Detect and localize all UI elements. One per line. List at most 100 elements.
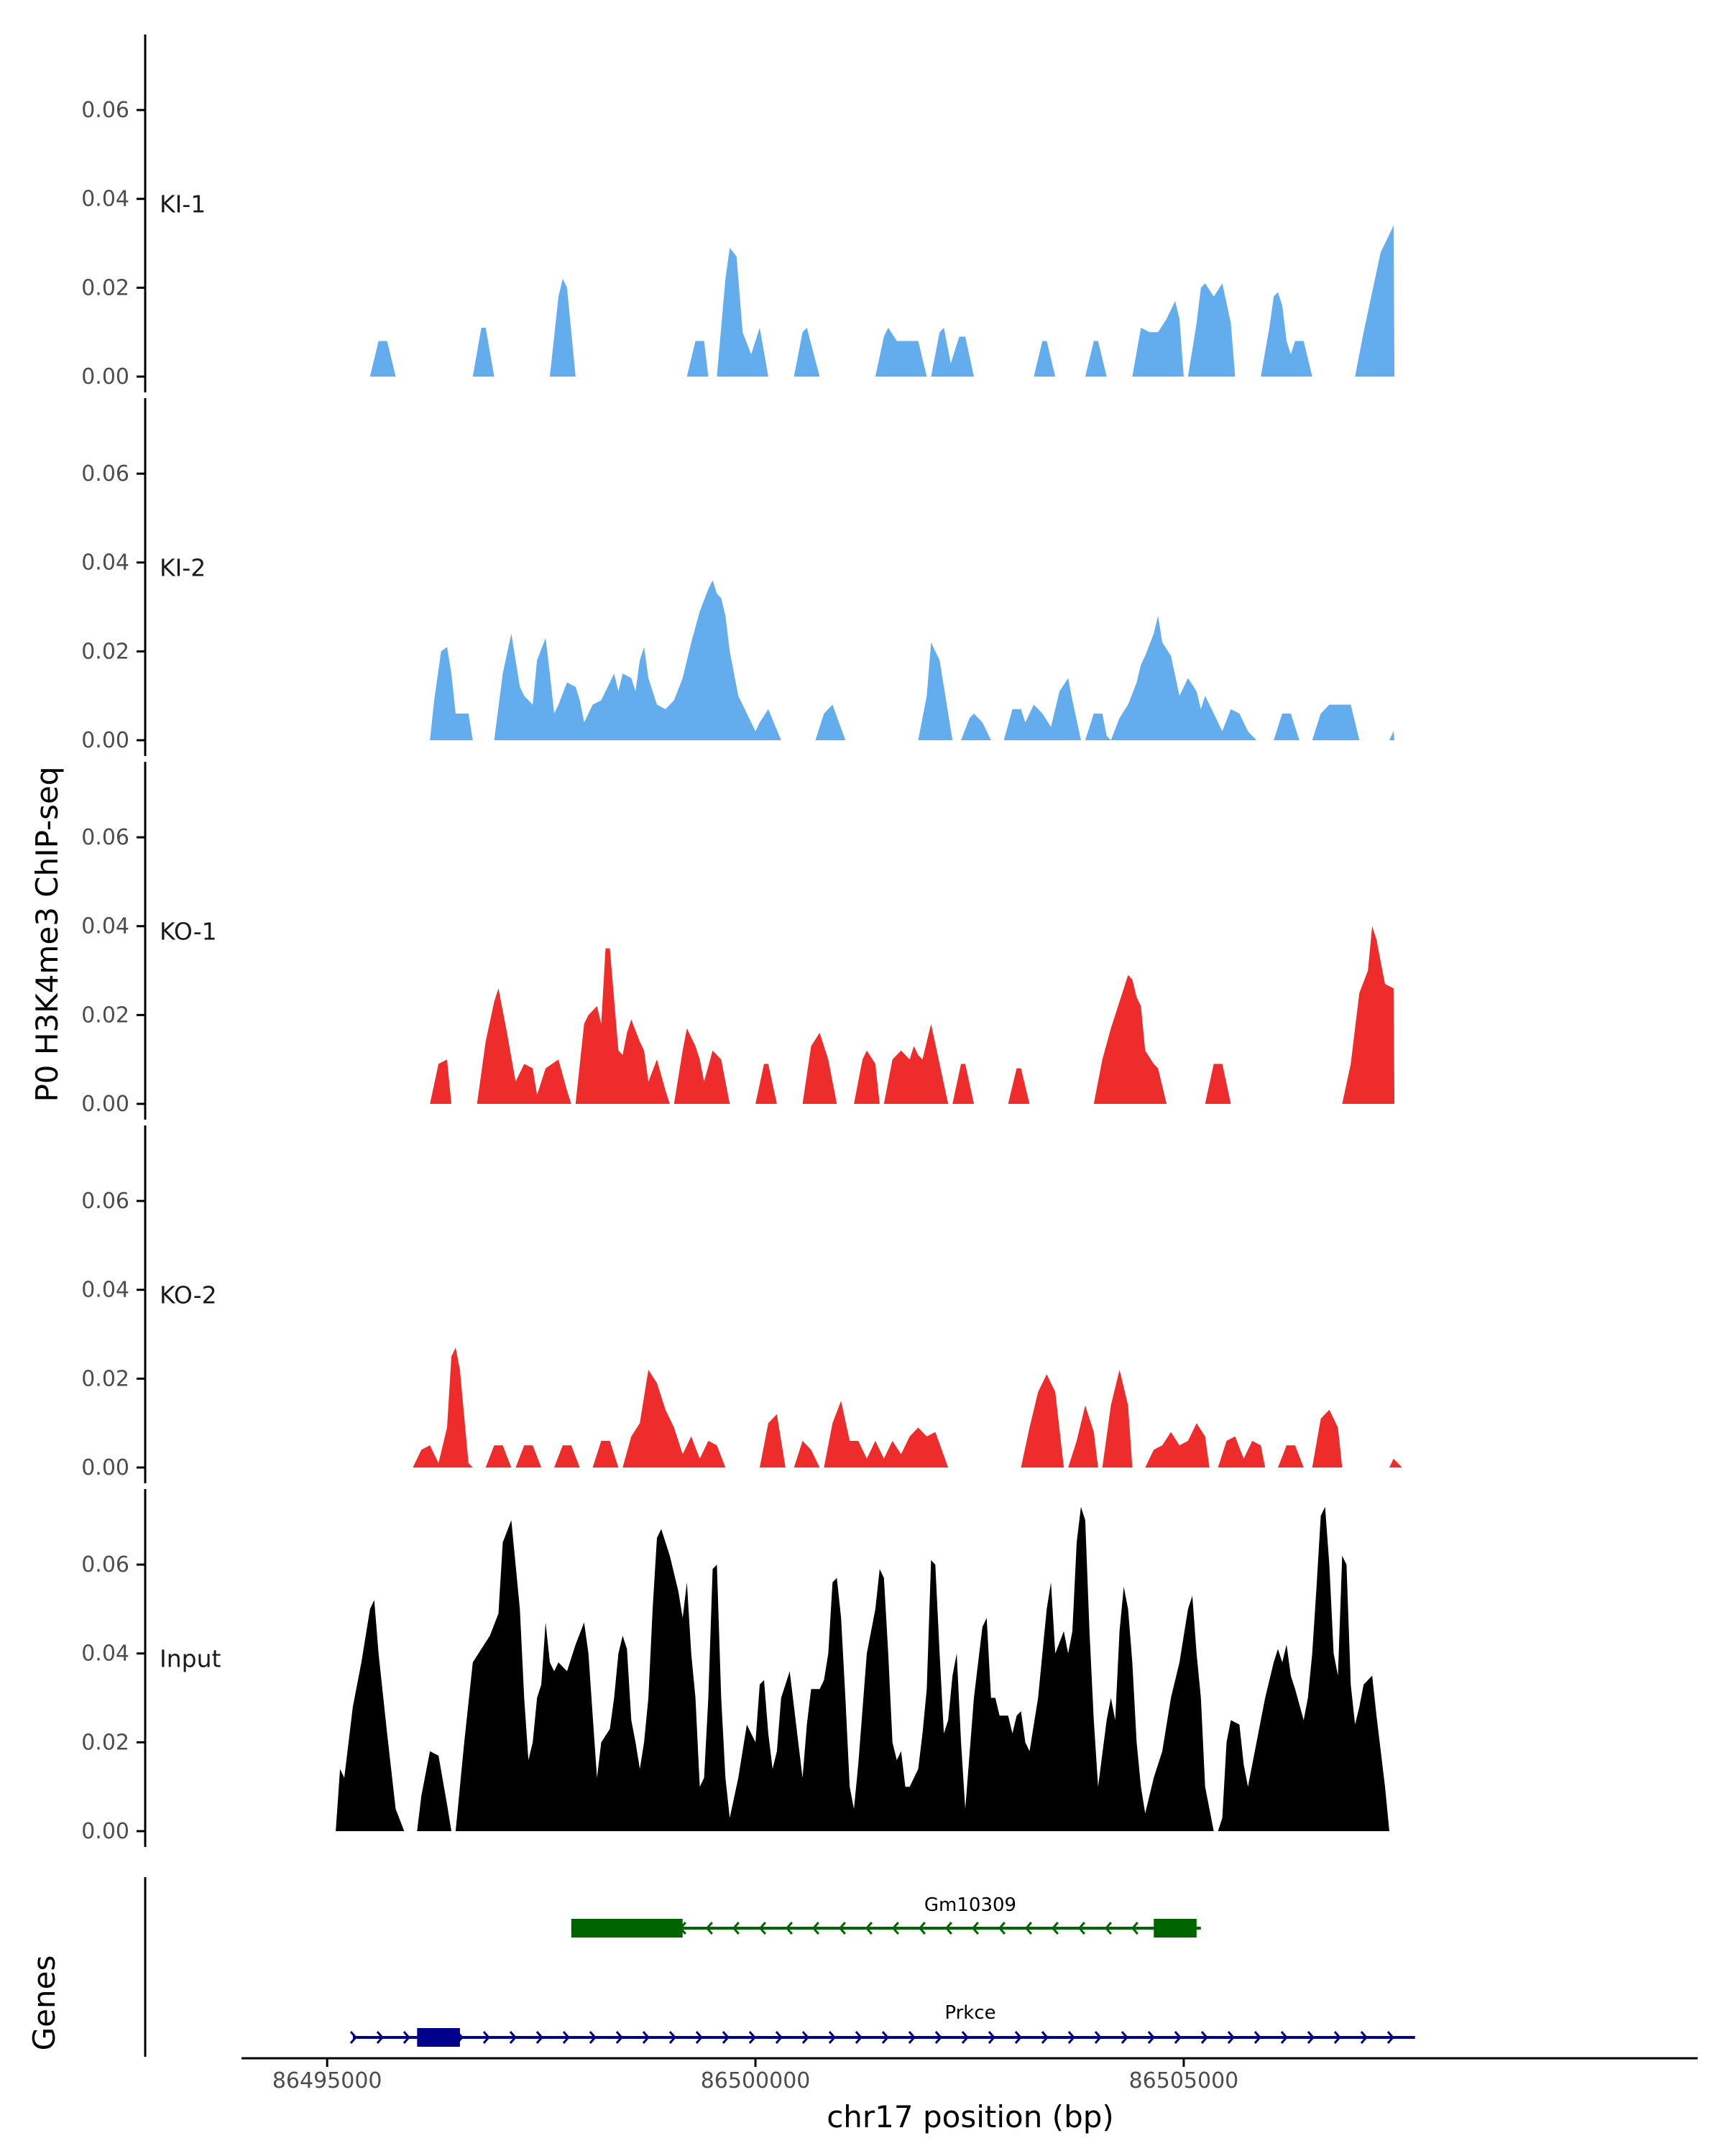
strand-chevron bbox=[482, 2031, 490, 2044]
x-axis-title: chr17 position (bp) bbox=[827, 2099, 1114, 2134]
strand-chevron bbox=[1067, 2031, 1075, 2044]
strand-chevron bbox=[535, 2031, 543, 2044]
strand-chevron bbox=[748, 2031, 756, 2044]
y-tick-label: 0.00 bbox=[81, 1092, 129, 1117]
strand-chevron bbox=[1041, 2031, 1049, 2044]
x-tick-label: 86495000 bbox=[272, 2068, 382, 2093]
track-label: KI-2 bbox=[160, 553, 206, 581]
strand-chevron bbox=[1174, 2031, 1182, 2044]
coverage-area-ki-2 bbox=[430, 580, 1395, 740]
x-axis: chr17 position (bp) 86495000 86500000 8650… bbox=[242, 2057, 1698, 2134]
gene-name: Gm10309 bbox=[924, 1894, 1016, 1916]
gene-exon bbox=[571, 1919, 683, 1938]
y-axis-title: P0 H3K4me3 ChIP-seq bbox=[29, 766, 65, 1102]
track-label: Input bbox=[160, 1644, 221, 1672]
y-tick-label: 0.00 bbox=[81, 1819, 129, 1844]
strand-chevron bbox=[1094, 2031, 1102, 2044]
track-label: KO-1 bbox=[160, 917, 217, 945]
strand-chevron bbox=[775, 2031, 783, 2044]
y-tick-label: 0.06 bbox=[81, 461, 129, 487]
gene-gm10309: Gm10309 bbox=[571, 1894, 1201, 1938]
strand-chevron bbox=[732, 1922, 740, 1935]
y-tick-label: 0.02 bbox=[81, 639, 129, 664]
y-tick-label: 0.02 bbox=[81, 1003, 129, 1028]
genes-axis-title: Genes bbox=[27, 1955, 62, 2051]
strand-chevron bbox=[918, 1922, 926, 1935]
y-tick-label: 0.06 bbox=[81, 825, 129, 850]
strand-chevron bbox=[1280, 2031, 1288, 2044]
strand-chevron bbox=[705, 1922, 713, 1935]
y-tick-label: 0.00 bbox=[81, 364, 129, 390]
strand-chevron bbox=[934, 2031, 942, 2044]
strand-chevron bbox=[1131, 1922, 1138, 1935]
coverage-area-ki-1 bbox=[369, 225, 1395, 377]
track-ki-1: 0.00 0.02 0.04 0.06 KI-1 bbox=[81, 34, 1395, 392]
track-ko-2: 0.00 0.02 0.04 0.06 KO-2 bbox=[81, 1125, 1402, 1483]
track-label: KO-2 bbox=[160, 1281, 217, 1309]
genes-panel: Genes Gm10309 Prkce bbox=[27, 1877, 1415, 2057]
strand-chevron bbox=[1051, 1922, 1059, 1935]
strand-chevron bbox=[811, 1922, 819, 1935]
strand-chevron bbox=[1200, 2031, 1208, 2044]
strand-chevron bbox=[891, 1922, 899, 1935]
strand-chevron bbox=[1360, 2031, 1368, 2044]
strand-chevron bbox=[998, 1922, 1006, 1935]
y-tick-label: 0.06 bbox=[81, 1552, 129, 1577]
strand-chevron bbox=[881, 2031, 889, 2044]
strand-chevron bbox=[838, 1922, 846, 1935]
strand-chevron bbox=[1121, 2031, 1128, 2044]
y-tick-label: 0.04 bbox=[81, 1641, 129, 1667]
strand-chevron bbox=[1077, 1922, 1085, 1935]
strand-chevron bbox=[615, 2031, 623, 2044]
strand-chevron bbox=[961, 2031, 969, 2044]
strand-chevron bbox=[988, 2031, 995, 2044]
coverage-area-ko-2 bbox=[413, 1348, 1402, 1468]
strand-chevron bbox=[402, 2031, 410, 2044]
strand-chevron bbox=[642, 2031, 650, 2044]
gene-exon bbox=[1154, 1919, 1197, 1938]
strand-chevron bbox=[1333, 2031, 1341, 2044]
strand-chevron bbox=[668, 2031, 676, 2044]
y-tick-label: 0.02 bbox=[81, 1730, 129, 1755]
y-tick-label: 0.04 bbox=[81, 550, 129, 576]
strand-chevron bbox=[589, 2031, 597, 2044]
strand-chevron bbox=[1147, 2031, 1155, 2044]
coverage-area-input bbox=[336, 1506, 1390, 1831]
strand-chevron bbox=[1386, 2031, 1394, 2044]
strand-chevron bbox=[828, 2031, 836, 2044]
track-ko-1: 0.00 0.02 0.04 0.06 KO-1 bbox=[81, 762, 1395, 1120]
strand-chevron bbox=[908, 2031, 916, 2044]
strand-chevron bbox=[855, 2031, 862, 2044]
y-tick-label: 0.04 bbox=[81, 914, 129, 939]
gene-prkce: Prkce bbox=[349, 2002, 1415, 2047]
strand-chevron bbox=[349, 2031, 357, 2044]
x-tick-label: 86500000 bbox=[701, 2068, 811, 2093]
strand-chevron bbox=[509, 2031, 517, 2044]
strand-chevron bbox=[1227, 2031, 1235, 2044]
strand-chevron bbox=[865, 1922, 873, 1935]
strand-chevron bbox=[562, 2031, 570, 2044]
track-input: 0.00 0.02 0.04 0.06 Input bbox=[81, 1489, 1390, 1847]
track-ki-2: 0.00 0.02 0.04 0.06 KI-2 bbox=[81, 398, 1395, 756]
y-tick-label: 0.06 bbox=[81, 98, 129, 123]
strand-chevron bbox=[1024, 1922, 1032, 1935]
strand-chevron bbox=[785, 1922, 793, 1935]
strand-chevron bbox=[1307, 2031, 1315, 2044]
strand-chevron bbox=[801, 2031, 809, 2044]
strand-chevron bbox=[1014, 2031, 1022, 2044]
strand-chevron bbox=[722, 2031, 730, 2044]
track-label: KI-1 bbox=[160, 190, 206, 218]
y-tick-label: 0.02 bbox=[81, 1366, 129, 1391]
y-tick-label: 0.02 bbox=[81, 275, 129, 300]
track-panels: 0.00 0.02 0.04 0.06 KI-1 0.00 0.02 0.04 0.06 KI-2… bbox=[81, 34, 1402, 1847]
gene-exon bbox=[417, 2028, 460, 2047]
strand-chevron bbox=[758, 1922, 766, 1935]
strand-chevron bbox=[1104, 1922, 1112, 1935]
y-tick-label: 0.06 bbox=[81, 1189, 129, 1214]
y-tick-label: 0.00 bbox=[81, 1455, 129, 1480]
coverage-area-ko-1 bbox=[430, 926, 1395, 1104]
y-tick-label: 0.04 bbox=[81, 1278, 129, 1303]
strand-chevron bbox=[971, 1922, 979, 1935]
x-tick-label: 86505000 bbox=[1129, 2068, 1239, 2093]
strand-chevron bbox=[695, 2031, 703, 2044]
